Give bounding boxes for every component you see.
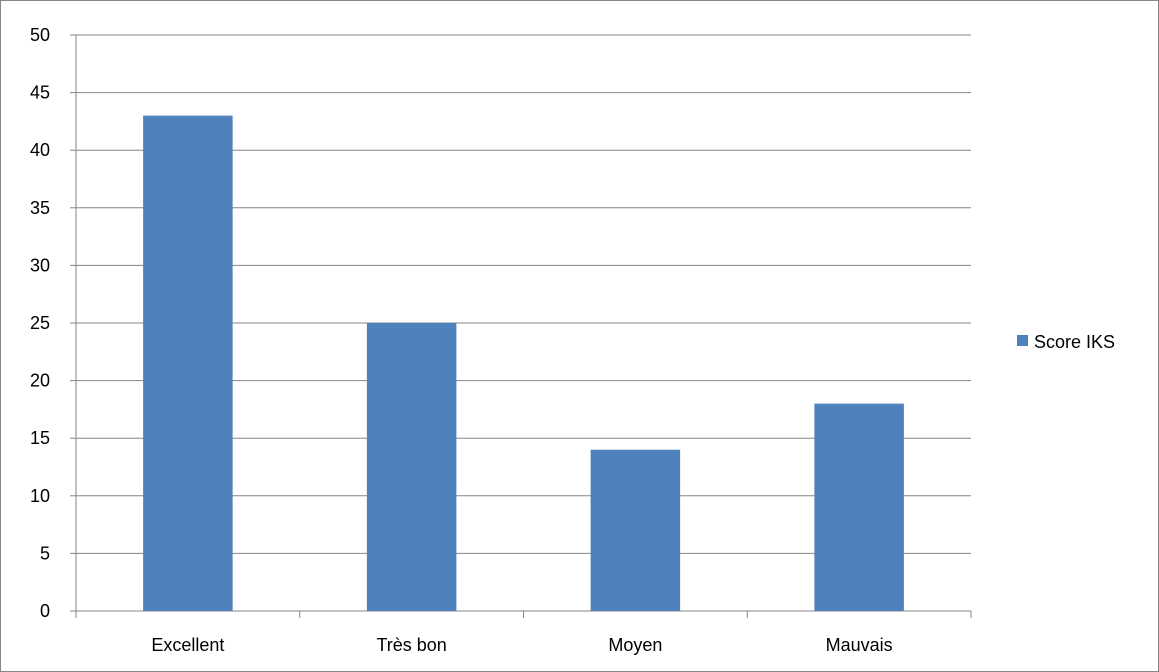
x-tick-label-1: Très bon [376,635,446,655]
bar-excellent [143,115,233,611]
y-tick-label-5: 5 [40,543,50,563]
x-axis-tick-labels: Excellent Très bon Moyen Mauvais [151,635,892,655]
y-tick-label-25: 25 [30,313,50,333]
bar-tr-s-bon [366,323,457,611]
y-tick-label-45: 45 [30,83,50,103]
legend: Score IKS [1017,332,1115,352]
bar-moyen [590,449,681,611]
y-tick-label-30: 30 [30,255,50,275]
legend-label-score-iks: Score IKS [1034,332,1115,352]
y-tick-label-10: 10 [30,486,50,506]
bar-mauvais [814,403,904,611]
x-tick-label-2: Moyen [608,635,662,655]
bars [143,115,904,611]
y-tick-label-40: 40 [30,140,50,160]
y-axis-tick-labels: 0 5 10 15 20 25 30 35 40 45 50 [30,25,50,621]
legend-swatch [1017,335,1028,346]
y-tick-label-0: 0 [40,601,50,621]
x-tick-label-0: Excellent [151,635,224,655]
y-tick-label-35: 35 [30,198,50,218]
y-tick-label-15: 15 [30,428,50,448]
x-tick-label-3: Mauvais [826,635,893,655]
y-tick-label-20: 20 [30,371,50,391]
y-tick-label-50: 50 [30,25,50,45]
